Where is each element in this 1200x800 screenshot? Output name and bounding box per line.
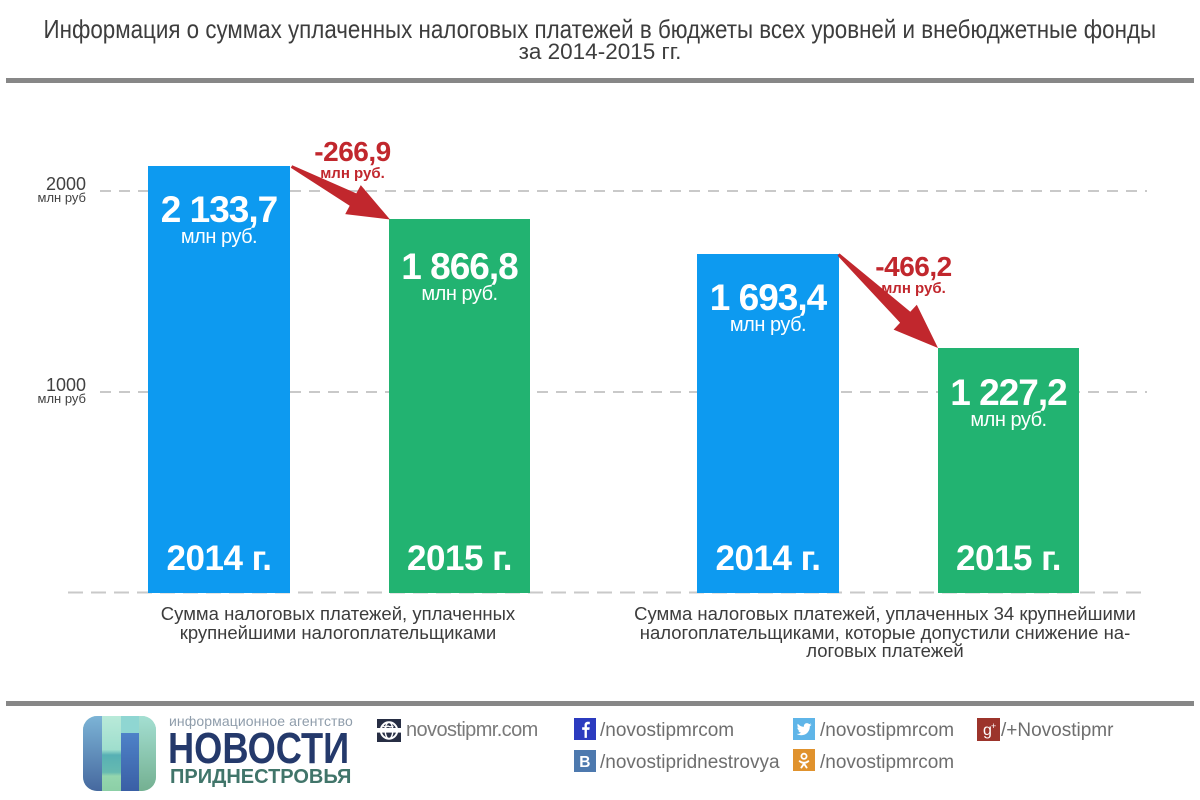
svg-text:+: + [991,721,996,731]
svg-text:g: g [983,722,992,739]
svg-text:В: В [579,754,590,771]
